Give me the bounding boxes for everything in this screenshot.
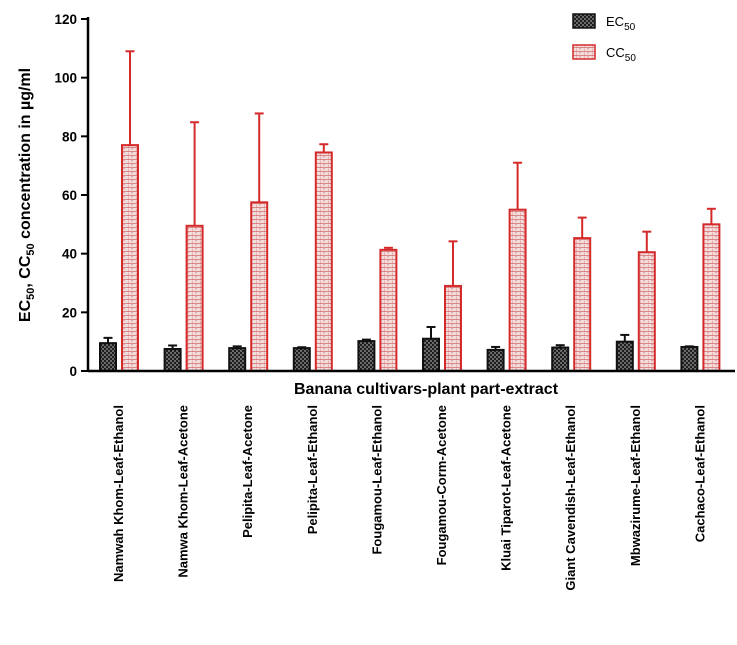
x-tick-label: Fougamou-Corm-Acetone bbox=[434, 405, 449, 565]
ec50-bar bbox=[357, 340, 376, 372]
ec50-bar bbox=[551, 346, 570, 372]
x-tick-label: Namwah Khom-Leaf-Ethanol bbox=[111, 405, 126, 582]
cc50-bar bbox=[314, 151, 333, 372]
x-tick-label: Cachaco-Leaf-Ethanol bbox=[692, 405, 707, 542]
x-axis: Namwah Khom-Leaf-Ethanol Namwa Khom-Leaf-… bbox=[88, 369, 735, 591]
x-tick-label: Mbwazirume-Leaf-Ethanol bbox=[628, 405, 643, 566]
y-tick-label: 60 bbox=[62, 188, 77, 203]
legend-swatch bbox=[572, 44, 596, 60]
y-tick-label: 120 bbox=[54, 12, 77, 27]
bars-group bbox=[99, 50, 721, 373]
ec50-bar bbox=[680, 345, 699, 372]
x-tick-label: Pelipita-Leaf-Ethanol bbox=[305, 405, 320, 534]
y-axis: 0 20 40 60 80 100 120 bbox=[54, 12, 90, 379]
ec50-bar bbox=[615, 340, 634, 372]
cc50-bar bbox=[250, 201, 269, 372]
x-tick-label: Kluai Tiparot-Leaf-Acetone bbox=[499, 405, 514, 571]
ec50-bar bbox=[99, 342, 117, 372]
y-tick-label: 40 bbox=[62, 247, 77, 262]
ec50-bar bbox=[163, 348, 182, 372]
x-tick-label: Pelipita-Leaf-Acetone bbox=[240, 405, 255, 538]
cc50-bar bbox=[379, 248, 398, 372]
cc50-bar bbox=[702, 223, 721, 372]
cc50-bar bbox=[637, 251, 656, 372]
ec50-bar bbox=[422, 337, 440, 373]
y-tick-label: 0 bbox=[69, 364, 77, 379]
cc50-bar bbox=[121, 144, 139, 372]
x-tick-label: Namwa Khom-Leaf-Acetone bbox=[176, 405, 191, 578]
legend-swatch bbox=[572, 13, 596, 29]
x-tick-label: Fougamou-Leaf-Ethanol bbox=[369, 405, 384, 554]
x-axis-title: Banana cultivars-plant part-extract bbox=[294, 381, 559, 398]
y-tick-label: 100 bbox=[54, 71, 77, 86]
legend-label: EC50 bbox=[606, 14, 636, 33]
legend-label: CC50 bbox=[606, 45, 636, 64]
cc50-bar bbox=[185, 224, 204, 372]
y-tick-label: 20 bbox=[62, 305, 77, 320]
cc50-bar bbox=[444, 284, 462, 372]
y-tick-label: 80 bbox=[62, 129, 77, 144]
y-axis-title: EC50, CC50 concentration in µg/ml bbox=[17, 68, 37, 322]
cc50-bar bbox=[573, 237, 592, 372]
cc50-bar bbox=[508, 208, 527, 372]
ec50-bar bbox=[228, 347, 247, 372]
ec50-bar bbox=[292, 347, 311, 372]
x-tick-label: Giant Cavendish-Leaf-Ethanol bbox=[563, 405, 578, 591]
ec50-bar bbox=[486, 348, 505, 373]
legend: EC50 CC50 bbox=[572, 13, 636, 64]
